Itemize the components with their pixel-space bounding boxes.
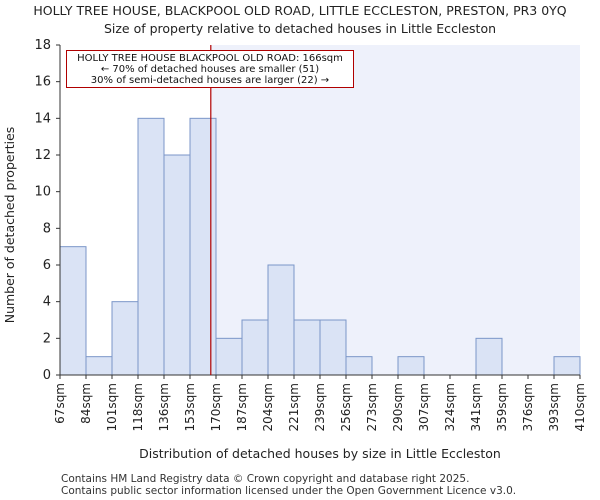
y-tick-label: 4 (43, 295, 51, 310)
y-tick-label: 16 (34, 75, 51, 90)
bar-84sqm (85, 356, 113, 376)
y-tick-label: 14 (34, 111, 51, 126)
annotation-line-1: HOLLY TREE HOUSE BLACKPOOL OLD ROAD: 166… (77, 53, 343, 64)
x-tick-label: 187sqm (235, 383, 249, 431)
y-tick-label: 10 (34, 185, 51, 200)
x-tick-label: 118sqm (131, 383, 145, 431)
bar-118sqm (137, 117, 165, 376)
x-tick-label: 359sqm (495, 383, 509, 431)
annotation-box: HOLLY TREE HOUSE BLACKPOOL OLD ROAD: 166… (66, 50, 354, 88)
x-tick-label: 256sqm (339, 383, 353, 431)
x-tick-label: 239sqm (313, 383, 327, 431)
x-tick-label: 393sqm (547, 383, 561, 431)
x-tick-label: 67sqm (53, 383, 67, 424)
bar-187sqm (241, 319, 269, 376)
x-tick-label: 290sqm (391, 383, 405, 431)
bar-256sqm (345, 356, 373, 376)
bar-290sqm (397, 356, 425, 376)
x-tick-label: 84sqm (79, 383, 93, 424)
x-tick-label: 136sqm (157, 383, 171, 431)
bar-136sqm (163, 154, 191, 376)
chart-title: Size of property relative to detached ho… (103, 21, 497, 36)
chart-title-address: HOLLY TREE HOUSE, BLACKPOOL OLD ROAD, LI… (33, 3, 567, 18)
y-tick-label: 12 (34, 148, 51, 163)
x-tick-label: 101sqm (105, 383, 119, 431)
bar-221sqm (293, 319, 321, 376)
x-tick-label: 221sqm (287, 383, 301, 431)
bar-341sqm (475, 337, 503, 376)
footer-licence: Contains public sector information licen… (61, 485, 517, 497)
x-tick-label: 341sqm (469, 383, 483, 431)
y-tick-label: 18 (34, 38, 51, 53)
x-tick-label: 324sqm (443, 383, 457, 431)
y-tick-label: 6 (43, 258, 51, 273)
bar-67sqm (59, 246, 87, 376)
footer-copyright: Contains HM Land Registry data © Crown c… (61, 473, 470, 485)
y-axis-label: Number of detached properties (2, 127, 17, 324)
x-tick-label: 153sqm (183, 383, 197, 431)
bar-393sqm (553, 356, 581, 376)
annotation-line-2: ← 70% of detached houses are smaller (51… (100, 64, 320, 75)
y-tick-label: 0 (43, 368, 51, 383)
x-tick-label: 376sqm (521, 383, 535, 431)
bar-204sqm (267, 264, 295, 376)
x-axis-label: Distribution of detached houses by size … (139, 446, 501, 461)
bar-153sqm (189, 117, 217, 376)
histogram-chart: 0 2 4 6 8 10 12 14 16 18 67sqm 84sqm 101sqm 118sqm 136… (2, 38, 587, 461)
y-tick-label: 8 (43, 221, 51, 236)
x-tick-label: 307sqm (417, 383, 431, 431)
annotation-line-3: 30% of semi-detached houses are larger (… (90, 75, 330, 86)
bar-170sqm (215, 337, 243, 376)
x-tick-label: 170sqm (209, 383, 223, 431)
bar-101sqm (111, 301, 139, 376)
y-tick-label: 2 (43, 331, 51, 346)
x-tick-label: 204sqm (261, 383, 275, 431)
bar-239sqm (319, 319, 347, 376)
x-tick-label: 273sqm (365, 383, 379, 431)
x-tick-label: 410sqm (573, 383, 587, 431)
